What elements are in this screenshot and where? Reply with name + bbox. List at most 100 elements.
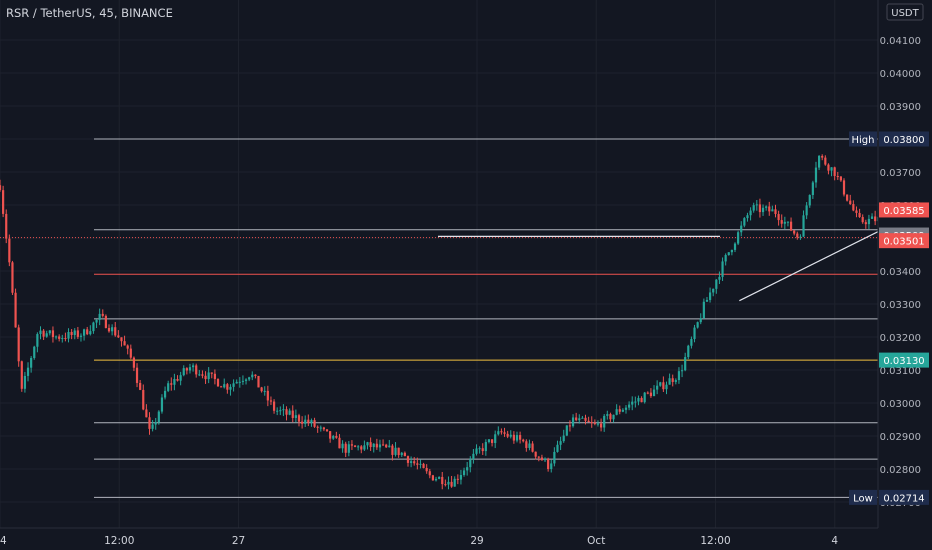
price-tick-label: 0.03100: [880, 366, 921, 377]
candle-body: [733, 243, 737, 250]
candle-body: [329, 431, 332, 439]
candle-body: [104, 315, 107, 328]
candle-body: [372, 443, 375, 448]
high-price-badge-text: 0.03800: [883, 135, 924, 146]
candle-body: [705, 299, 709, 302]
candle-body: [649, 392, 653, 397]
candle-body: [163, 390, 167, 398]
candle-body: [702, 301, 705, 319]
candle-body: [254, 374, 257, 376]
candle-body: [17, 327, 20, 362]
candle-body: [612, 414, 615, 420]
candle-body: [808, 195, 811, 206]
candle-body: [304, 419, 307, 424]
high-label: [849, 131, 877, 147]
candle-body: [350, 444, 354, 446]
candle-body: [86, 329, 89, 335]
high-price-badge: [879, 131, 929, 147]
candle-body: [855, 210, 858, 213]
candle-body: [438, 476, 441, 479]
candle-body: [606, 414, 609, 416]
candle-body: [811, 182, 814, 196]
candle-body: [715, 279, 718, 289]
candle-body: [466, 467, 469, 471]
candle-body: [665, 384, 668, 390]
candle-body: [213, 373, 216, 380]
candle-body: [761, 207, 765, 213]
price-tick-label: 0.03400: [880, 267, 921, 278]
candle-body: [506, 433, 509, 437]
price-tick-label: 0.03700: [880, 168, 921, 179]
candle-body: [487, 439, 491, 443]
candle-body: [322, 427, 326, 430]
candle-body: [746, 215, 749, 219]
candle-body: [54, 336, 58, 338]
candle-body: [403, 452, 406, 457]
candle-body: [534, 451, 537, 457]
candle-body: [226, 384, 229, 390]
candle-body: [603, 415, 606, 428]
candle-body: [82, 329, 86, 336]
candle-body: [335, 435, 338, 438]
candle-body: [730, 249, 733, 253]
price-axis[interactable]: [877, 0, 932, 528]
chart-grid: [0, 0, 878, 528]
candle-body: [668, 378, 671, 385]
candle-body: [693, 327, 696, 340]
candle-body: [774, 209, 777, 215]
candle-body: [718, 276, 721, 280]
candle-body: [490, 439, 494, 443]
candle-body: [712, 288, 715, 293]
candle-body: [652, 389, 656, 397]
candle-body: [291, 410, 294, 418]
target-price-badge-text: 0.03130: [883, 356, 924, 367]
candle-body: [609, 414, 612, 420]
candle-body: [394, 447, 397, 455]
low-label: [849, 489, 877, 505]
candle-body: [369, 442, 372, 448]
candle-body: [870, 216, 874, 219]
low-price-badge: [879, 489, 929, 505]
candle-body: [687, 345, 690, 358]
candle-body: [428, 471, 431, 476]
price-tick-label: 0.03000: [880, 399, 921, 410]
candle-body: [821, 155, 824, 158]
candle-body: [313, 420, 316, 427]
candle-body: [413, 461, 416, 464]
candle-body: [680, 370, 684, 372]
candle-body: [550, 463, 553, 470]
candle-body: [537, 456, 540, 458]
candle-body: [737, 232, 740, 244]
candle-body: [481, 448, 484, 452]
candle-body: [494, 434, 497, 443]
candle-body: [366, 442, 369, 446]
candle-body: [107, 327, 111, 332]
horizontal-levels[interactable]: [0, 138, 878, 498]
candle-body: [325, 429, 329, 432]
time-tick-label: 4: [831, 535, 838, 547]
price-tick-label: 0.03300: [880, 300, 921, 311]
time-tick-label: 24: [0, 535, 7, 547]
candle-body: [360, 446, 363, 450]
candle-body: [198, 374, 201, 376]
candle-body: [157, 411, 160, 423]
candle-body: [628, 404, 631, 408]
candle-body: [42, 330, 45, 337]
candle-body: [827, 164, 830, 171]
candle-body: [858, 212, 861, 218]
candle-body: [129, 348, 132, 358]
currency-label: USDT: [891, 8, 919, 19]
candle-body: [288, 410, 291, 415]
candle-body: [659, 382, 662, 386]
candle-body: [269, 400, 273, 402]
candle-body: [559, 441, 562, 445]
candle-body: [176, 378, 179, 381]
currency-button[interactable]: USDT: [886, 3, 924, 21]
candle-body: [615, 409, 618, 415]
candle-body: [132, 357, 136, 368]
candle-body: [73, 330, 76, 336]
candle-body: [727, 252, 730, 256]
candle-body: [58, 336, 61, 339]
